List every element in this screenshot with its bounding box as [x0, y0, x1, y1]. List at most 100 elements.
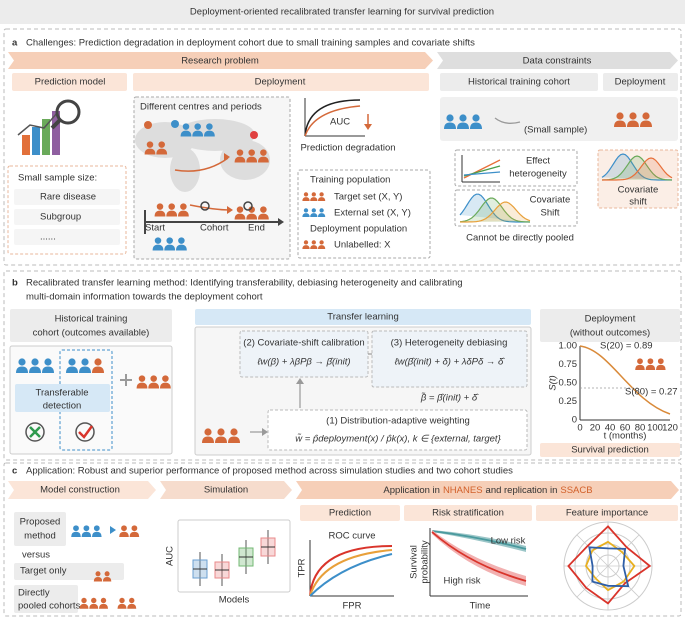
person-head	[166, 237, 173, 244]
magnifier-lens	[55, 99, 81, 125]
label: Directly	[18, 588, 50, 599]
density-curve	[460, 201, 531, 223]
roc-curve	[304, 105, 361, 137]
label: Feature importance	[566, 508, 648, 519]
person-icon	[246, 206, 258, 220]
density-curve	[601, 153, 672, 181]
box	[536, 505, 678, 521]
band	[437, 52, 678, 69]
icon-bar	[52, 111, 60, 155]
label: Data constraints	[523, 56, 592, 67]
person-body	[16, 366, 28, 373]
label: β̃ = β̂(init) + δ̂	[420, 392, 479, 404]
person-body	[640, 120, 652, 127]
label: Time	[470, 601, 491, 612]
heading-part: SSACB	[560, 485, 592, 496]
arrow-head	[278, 218, 284, 226]
person-icon	[318, 192, 326, 201]
radar-shape	[567, 525, 652, 605]
box	[14, 189, 120, 205]
person-head	[217, 428, 225, 436]
person-head	[81, 358, 89, 366]
person-icon	[635, 358, 645, 370]
person-body	[129, 531, 140, 537]
person-head	[94, 358, 102, 366]
person-icon	[93, 571, 103, 582]
map-pin	[144, 121, 152, 129]
tick-label: 20	[590, 423, 601, 434]
person-icon	[234, 149, 246, 163]
box	[14, 229, 120, 245]
person-icon	[144, 141, 156, 155]
person-icon	[310, 208, 318, 217]
person-icon	[66, 358, 78, 373]
person-icon	[160, 375, 171, 389]
tick-label: 0	[572, 415, 577, 426]
panel-label: c	[12, 466, 17, 477]
person-icon	[204, 123, 215, 137]
magnifier-handle	[50, 118, 62, 130]
box	[14, 209, 120, 225]
label: Small sample size:	[18, 173, 97, 184]
person-head	[93, 525, 100, 532]
label: Subgroup	[40, 212, 81, 223]
person-head	[138, 375, 146, 382]
person-body	[81, 531, 92, 537]
person-body	[119, 531, 129, 537]
box	[540, 309, 680, 342]
label: Risk stratification	[432, 508, 504, 519]
person-body	[180, 130, 192, 137]
person-body	[258, 213, 269, 220]
label: (Small sample)	[524, 125, 587, 136]
box	[300, 505, 400, 521]
survival-curve	[579, 345, 671, 415]
panel-frame	[3, 270, 682, 461]
plus-sign	[120, 374, 132, 386]
icon-bar	[32, 127, 40, 155]
box	[454, 149, 578, 187]
person-icon	[202, 428, 214, 443]
person-head	[68, 358, 76, 366]
label: detection	[43, 401, 82, 412]
label: Prediction	[329, 508, 371, 519]
person-body	[93, 576, 103, 582]
person-head	[73, 525, 79, 532]
arrow-head	[110, 526, 116, 534]
person-icon	[136, 375, 148, 389]
label: Target only	[20, 566, 67, 577]
person-head	[150, 375, 157, 382]
arrow-head	[296, 378, 304, 384]
person-body	[302, 197, 310, 201]
label: heterogeneity	[509, 169, 567, 180]
person-head	[158, 141, 165, 148]
tick-label: 0.75	[559, 359, 578, 370]
tick-label: 1.00	[559, 341, 578, 352]
person-head	[121, 525, 127, 532]
person-body	[310, 197, 318, 201]
person-icon	[457, 114, 469, 129]
person-icon	[318, 240, 326, 249]
person-head	[230, 428, 238, 436]
label: Cohort	[200, 223, 229, 234]
person-head	[83, 525, 90, 532]
arrow-head	[364, 124, 372, 130]
person-icon	[258, 149, 269, 163]
person-icon	[156, 141, 168, 155]
label: Prediction degradation	[300, 143, 395, 154]
cross-mark	[29, 426, 41, 438]
person-body	[627, 120, 639, 127]
person-head	[459, 114, 467, 122]
label: Unlabelled: X	[334, 240, 391, 251]
person-head	[44, 358, 52, 366]
person-body	[127, 603, 137, 609]
person-head	[194, 123, 201, 130]
person-icon	[129, 525, 140, 537]
heading-part: Application in	[383, 485, 440, 496]
person-body	[79, 366, 91, 373]
person-body	[614, 120, 626, 127]
label: Rare disease	[40, 192, 96, 203]
person-head	[91, 597, 97, 604]
person-body	[234, 213, 246, 220]
label: Model construction	[40, 485, 120, 496]
reject-icon	[25, 422, 45, 442]
